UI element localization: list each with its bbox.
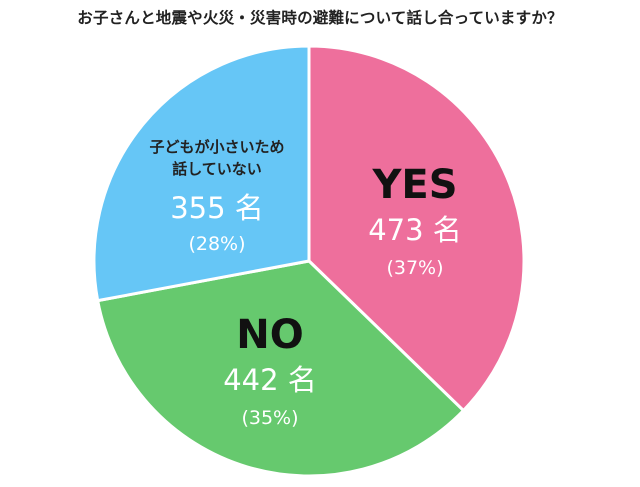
slice-label: NO: [236, 312, 303, 358]
slice-label-line-1: 子どもが小さいため: [149, 138, 284, 156]
chart-title: お子さんと地震や火災・災害時の避難について話し合っていますか？: [77, 9, 563, 27]
slice-label: YES: [371, 162, 457, 208]
slice-count: 473 名: [368, 213, 462, 247]
slice-count: 442 名: [223, 363, 317, 397]
pie-slice-too-young: [92, 44, 311, 303]
pie-slice-no: [96, 259, 465, 478]
slice-label-line-2: 話していない: [172, 160, 262, 178]
pie-slice-yes: [307, 44, 526, 413]
slice-percent: (28%): [188, 233, 245, 255]
slice-count: 355 名: [170, 191, 264, 225]
slice-percent: (35%): [241, 407, 298, 429]
slice-percent: (37%): [386, 257, 443, 279]
